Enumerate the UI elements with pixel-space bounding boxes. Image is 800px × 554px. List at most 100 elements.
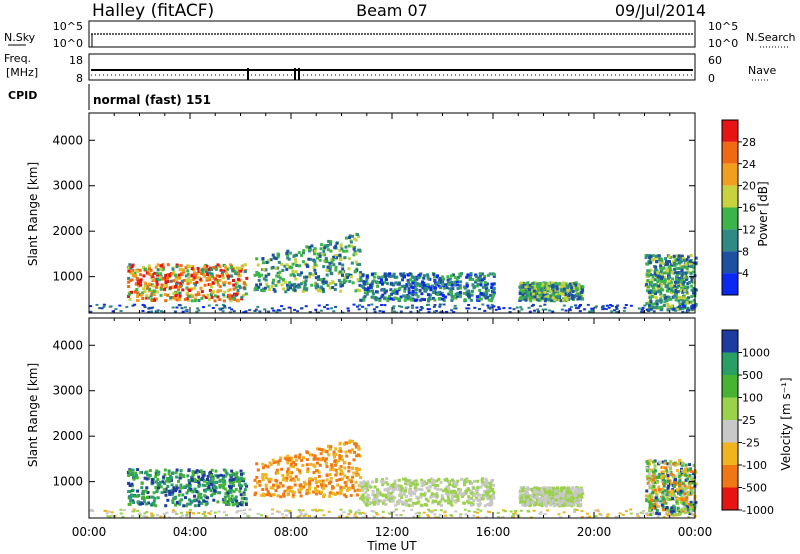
velocity-cell bbox=[329, 445, 333, 449]
power-cell bbox=[680, 276, 684, 280]
power-cell bbox=[676, 289, 680, 293]
velocity-cell bbox=[458, 489, 462, 493]
velocity-cell bbox=[298, 453, 302, 457]
power-cell bbox=[231, 269, 235, 273]
power-cell bbox=[451, 273, 455, 277]
velocity-cell bbox=[347, 462, 351, 465]
velocity-cell bbox=[206, 482, 210, 485]
power-cell bbox=[269, 258, 273, 262]
power-cell bbox=[687, 264, 690, 268]
power-ground-cell bbox=[180, 307, 184, 310]
power-ground-cell bbox=[583, 308, 587, 311]
power-cell bbox=[277, 279, 281, 283]
power-cell bbox=[676, 273, 679, 277]
velocity-cell bbox=[670, 510, 674, 514]
power-cell bbox=[555, 293, 559, 297]
power-cell bbox=[417, 276, 420, 280]
power-cell bbox=[666, 289, 669, 293]
velocity-cell bbox=[659, 499, 663, 503]
power-cell bbox=[682, 258, 686, 262]
velocity-cell bbox=[366, 493, 370, 497]
power-cell bbox=[671, 277, 674, 281]
velocity-ground-cell bbox=[348, 509, 352, 512]
velocity-ground-cell bbox=[162, 516, 166, 519]
power-cell bbox=[484, 296, 488, 300]
power-cell bbox=[677, 283, 681, 287]
power-cell bbox=[646, 285, 650, 289]
velocity-cell bbox=[291, 495, 295, 499]
power-cell bbox=[389, 297, 393, 301]
power-cell bbox=[283, 264, 287, 268]
power-cell bbox=[549, 294, 552, 298]
velocity-cell bbox=[219, 473, 223, 477]
power-cell bbox=[161, 277, 165, 281]
velocity-cell bbox=[207, 486, 211, 489]
velocity-cell bbox=[645, 499, 649, 503]
power-cell bbox=[657, 284, 661, 288]
power-cell bbox=[359, 276, 363, 280]
velocity-cell bbox=[278, 459, 282, 463]
power-cell bbox=[345, 274, 349, 278]
power-cell bbox=[281, 268, 285, 272]
power-cell bbox=[365, 278, 369, 282]
velocity-cell bbox=[366, 488, 370, 492]
power-cell bbox=[145, 286, 149, 290]
power-cell bbox=[228, 293, 232, 297]
velocity-ground-cell bbox=[588, 515, 591, 518]
velocity-cell bbox=[377, 499, 381, 503]
velocity-cell bbox=[148, 473, 152, 477]
velocity-cell bbox=[210, 468, 214, 472]
power-cell bbox=[662, 279, 666, 283]
power-ground-cell bbox=[543, 303, 547, 306]
power-cell bbox=[407, 287, 411, 291]
velocity-cell bbox=[420, 484, 424, 488]
power-cell bbox=[242, 281, 246, 285]
power-cell bbox=[288, 265, 292, 269]
velocity-cell bbox=[570, 488, 574, 492]
velocity-cell bbox=[686, 468, 690, 472]
power-cell bbox=[475, 284, 479, 288]
power-cell bbox=[669, 288, 673, 292]
velocity-cell bbox=[261, 475, 265, 479]
power-cell bbox=[444, 283, 448, 287]
power-cell bbox=[438, 297, 442, 301]
power-ground-cell bbox=[533, 309, 536, 312]
velocity-cell bbox=[337, 449, 341, 453]
power-cell bbox=[681, 281, 685, 285]
velocity-cell bbox=[343, 480, 347, 484]
power-cell bbox=[530, 286, 534, 289]
power-cell bbox=[417, 273, 421, 277]
velocity-cell bbox=[375, 478, 379, 482]
velocity-cell bbox=[554, 498, 558, 502]
velocity-cell bbox=[226, 494, 230, 498]
velocity-cell bbox=[483, 481, 487, 485]
velocity-cell bbox=[131, 488, 135, 492]
power-cell bbox=[161, 267, 165, 271]
velocity-cell bbox=[651, 480, 655, 483]
power-cell bbox=[339, 257, 343, 261]
velocity-cell bbox=[564, 503, 568, 507]
velocity-cell bbox=[185, 491, 189, 495]
velocity-ground-cell bbox=[132, 508, 136, 511]
power-cell bbox=[274, 257, 278, 261]
power-cell bbox=[664, 260, 668, 264]
velocity-cell bbox=[654, 491, 658, 495]
power-cell bbox=[573, 295, 577, 299]
velocity-cell bbox=[308, 482, 312, 486]
power-cell bbox=[544, 294, 548, 298]
velocity-cell bbox=[476, 479, 480, 483]
power-cell bbox=[390, 281, 393, 285]
power-cell bbox=[349, 240, 353, 244]
power-cell bbox=[526, 281, 530, 285]
power-cell bbox=[205, 277, 209, 281]
power-ground-cell bbox=[678, 306, 682, 309]
power-cell bbox=[415, 277, 419, 281]
power-cell bbox=[480, 272, 484, 276]
velocity-cell bbox=[547, 501, 551, 505]
power-cell bbox=[166, 274, 170, 278]
power-cell bbox=[532, 297, 536, 301]
velocity-cell bbox=[193, 494, 196, 498]
power-cell bbox=[313, 252, 317, 256]
velocity-ground-cell bbox=[138, 512, 142, 515]
power-cell bbox=[253, 288, 257, 292]
